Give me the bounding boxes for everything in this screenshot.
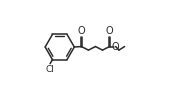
Text: O: O	[106, 26, 113, 36]
Text: Cl: Cl	[46, 65, 54, 74]
Text: O: O	[78, 26, 85, 36]
Text: O: O	[111, 42, 119, 52]
